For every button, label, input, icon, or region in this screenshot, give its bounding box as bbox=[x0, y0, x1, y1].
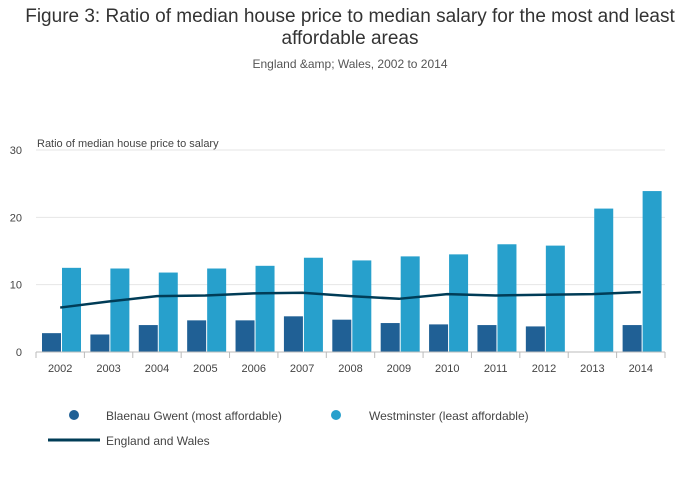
x-tick-label: 2010 bbox=[435, 363, 459, 375]
y-tick-label: 0 bbox=[16, 347, 22, 359]
legend-marker-blaenau-gwent bbox=[69, 410, 79, 420]
legend-label-blaenau-gwent: Blaenau Gwent (most affordable) bbox=[106, 409, 282, 423]
bar bbox=[449, 254, 469, 352]
legend-marker-westminster bbox=[331, 410, 341, 420]
bar bbox=[380, 323, 400, 352]
bar bbox=[42, 333, 61, 352]
y-tick-label: 10 bbox=[10, 280, 22, 292]
bar bbox=[352, 260, 372, 352]
chart-title: Figure 3: Ratio of median house price to… bbox=[25, 6, 675, 49]
bar bbox=[525, 326, 545, 352]
line-layer bbox=[60, 290, 641, 309]
legend-label-westminster: Westminster (least affordable) bbox=[369, 409, 529, 423]
bar bbox=[138, 325, 158, 352]
x-tick-label: 2011 bbox=[484, 363, 508, 375]
bar bbox=[235, 320, 255, 352]
legend: Blaenau Gwent (most affordable) Westmins… bbox=[48, 409, 529, 448]
legend-label-england-wales: England and Wales bbox=[106, 434, 210, 448]
x-tick-label: 2006 bbox=[241, 363, 265, 375]
bar bbox=[187, 320, 207, 352]
y-axis-label: Ratio of median house price to salary bbox=[37, 138, 219, 150]
x-tick-label: 2013 bbox=[580, 363, 604, 375]
x-tick-label: 2002 bbox=[48, 363, 72, 375]
y-tick-label: 20 bbox=[10, 212, 22, 224]
bar bbox=[303, 257, 323, 352]
bar bbox=[332, 319, 352, 352]
bar bbox=[110, 268, 130, 352]
bars-layer bbox=[42, 191, 662, 352]
x-tick-label: 2008 bbox=[338, 363, 362, 375]
bar bbox=[545, 245, 565, 352]
bar bbox=[283, 316, 303, 352]
line-series bbox=[60, 290, 641, 309]
bar bbox=[497, 244, 517, 352]
bar bbox=[477, 325, 497, 352]
x-tick-label: 2003 bbox=[96, 363, 120, 375]
bar bbox=[158, 272, 178, 352]
x-tick-label: 2004 bbox=[145, 363, 169, 375]
bar bbox=[255, 265, 275, 352]
x-tick-label: 2014 bbox=[629, 363, 653, 375]
chart-subtitle: England &amp; Wales, 2002 to 2014 bbox=[252, 57, 448, 71]
y-tick-label: 30 bbox=[10, 145, 22, 157]
bar bbox=[207, 268, 227, 352]
x-tick-label: 2007 bbox=[290, 363, 314, 375]
bar bbox=[62, 267, 81, 352]
bar bbox=[642, 191, 662, 352]
bar bbox=[594, 208, 614, 352]
bar bbox=[90, 334, 110, 352]
bar bbox=[622, 325, 642, 352]
x-tick-label: 2012 bbox=[532, 363, 556, 375]
x-tick-label: 2009 bbox=[387, 363, 411, 375]
x-axis: 2002 2003 2004 2005 2006 2007 2008 2009 2010 2011… bbox=[35, 351, 666, 375]
bar bbox=[400, 256, 420, 352]
x-tick-label: 2005 bbox=[193, 363, 217, 375]
bar bbox=[429, 324, 449, 352]
